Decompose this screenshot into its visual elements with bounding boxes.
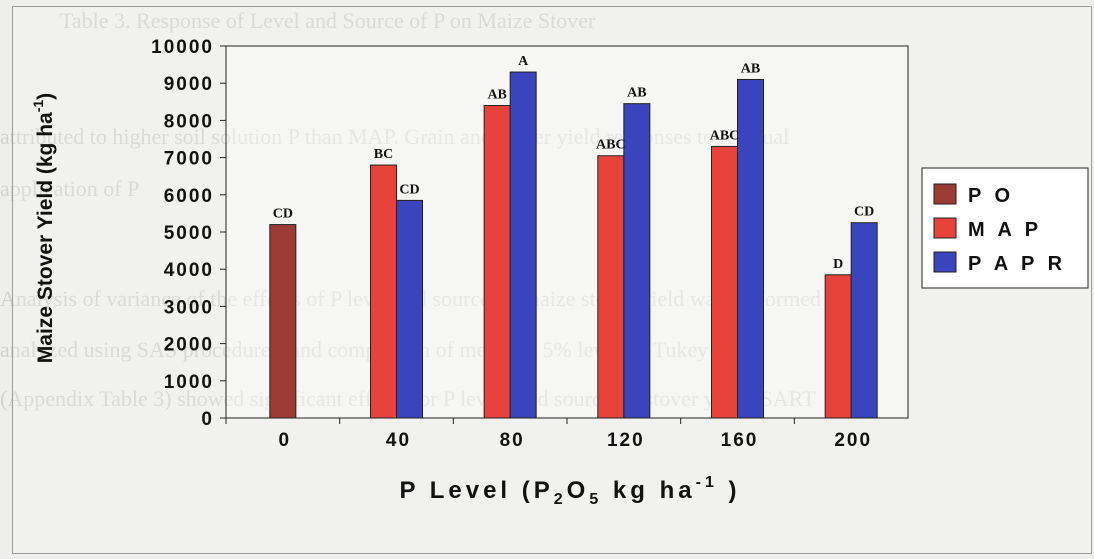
legend: P O M A P P A P R: [921, 167, 1089, 289]
y-tick-label: 5000: [164, 223, 214, 244]
bars: [269, 71, 878, 419]
x-axis-title-part: 5: [589, 491, 602, 508]
y-axis-title-superscript: -1: [30, 100, 46, 113]
legend-swatch: [933, 251, 957, 273]
x-tick-label: 40: [386, 430, 411, 451]
legend-swatch: [933, 183, 957, 205]
y-tick-label: 1000: [164, 372, 214, 393]
x-tick-label: 80: [500, 430, 525, 451]
bar: [269, 224, 297, 419]
x-axis-title-part: ): [718, 477, 741, 504]
bar-label: BC: [374, 147, 393, 162]
y-tick-label: 4000: [164, 260, 214, 281]
bar: [597, 155, 625, 419]
x-axis-title-part: O: [567, 477, 590, 504]
bar-label: CD: [399, 182, 419, 197]
x-axis-title: P Level (P2O5 kg ha-1 ): [399, 474, 740, 508]
bar: [370, 164, 397, 419]
y-tick-label: 6000: [164, 186, 214, 207]
x-axis-title-part: kg ha: [602, 477, 695, 504]
legend-label: M A P: [968, 219, 1042, 241]
y-tick-label: 8000: [164, 111, 214, 132]
background-line: analyzed using SAS procedures, and compa…: [0, 337, 709, 362]
bar: [737, 78, 764, 419]
plot-area-border: [225, 45, 909, 419]
background-line: attributed to higher soil solution P tha…: [0, 124, 790, 149]
background-line: Table 3. Response of Level and Source of…: [60, 8, 596, 33]
bar-label: AB: [627, 86, 646, 101]
bar-label: ABC: [596, 138, 626, 153]
y-tick-label: 9000: [164, 74, 214, 95]
y-tick-label: 3000: [164, 297, 214, 318]
x-tick-label: 160: [721, 430, 759, 451]
y-tick-label: 0: [201, 409, 214, 430]
x-axis: 0 40 80 120 160 200: [225, 418, 872, 451]
bar-label: AB: [487, 88, 506, 103]
y-tick-label: 7000: [164, 149, 214, 170]
bar-label: CD: [273, 207, 293, 222]
y-axis: 0 1000 2000 3000 4000 5000 6000 7000 8000 9000 100…: [151, 37, 226, 430]
bar-label: AB: [741, 61, 760, 76]
y-axis-title-close: ): [34, 93, 57, 100]
bar: [396, 199, 423, 419]
plot-area: [225, 45, 909, 419]
bar: [711, 145, 738, 419]
bar: [824, 274, 852, 419]
x-axis-title-part: 2: [554, 491, 567, 508]
bar: [509, 71, 537, 419]
x-tick-label: 120: [607, 430, 645, 451]
bar: [850, 222, 878, 419]
x-tick-label: 200: [834, 430, 872, 451]
bar: [623, 103, 651, 419]
chart-frame: [12, 6, 1092, 554]
legend-label: P O: [968, 185, 1014, 207]
x-axis-title-part: P Level (P: [399, 477, 553, 504]
x-axis-title-part: -1: [696, 474, 718, 491]
legend-label: P A P R: [968, 253, 1066, 275]
bar-label: A: [518, 54, 529, 69]
y-tick-label: 2000: [164, 335, 214, 356]
y-axis-title-text: Maize Stover Yield (kg ha: [34, 112, 57, 363]
legend-swatch: [933, 217, 957, 239]
bar-label: D: [833, 257, 843, 272]
x-tick-label: 0: [279, 430, 292, 451]
bar-label: ABC: [710, 128, 740, 143]
background-line: application of P: [0, 176, 140, 201]
bar-label: CD: [854, 205, 874, 220]
y-axis-title: Maize Stover Yield (kg ha-1): [30, 93, 57, 363]
bar: [483, 105, 511, 419]
y-tick-label: 10000: [151, 37, 214, 58]
bar-significance-labels: CD BC CD AB A ABC AB ABC AB D CD: [273, 54, 875, 272]
